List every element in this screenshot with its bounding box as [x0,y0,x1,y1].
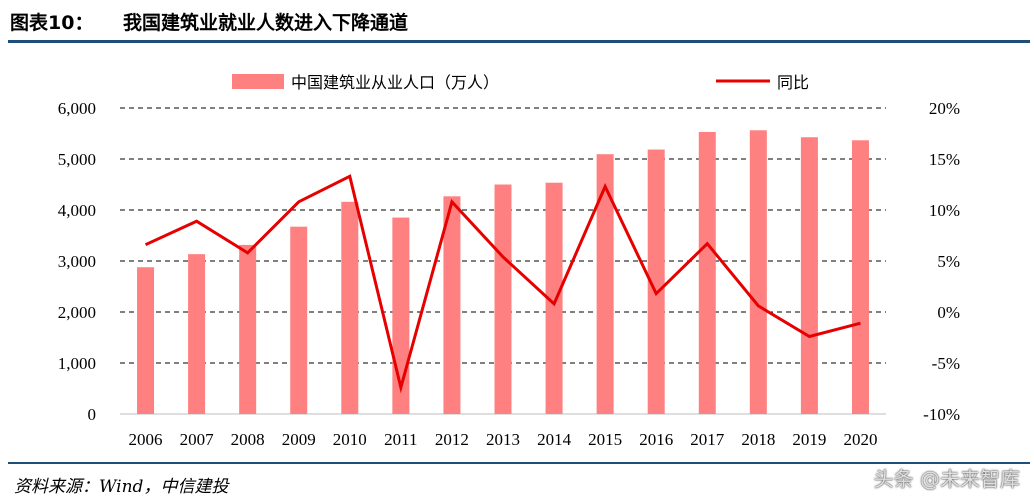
x-tick-label: 2012 [435,430,469,449]
y-left-tick-label: 2,000 [58,303,96,322]
x-tick-label: 2010 [333,430,367,449]
y-right-tick-label: -10% [923,405,960,424]
bar [188,254,206,414]
bar-series [137,130,869,415]
bar [749,130,767,415]
y-left-tick-label: 4,000 [58,201,96,220]
bar [698,131,716,414]
watermark: 头条 @未来智库 [873,467,1020,491]
x-tick-label: 2018 [741,430,775,449]
x-tick-label: 2009 [282,430,316,449]
x-tick-label: 2020 [843,430,877,449]
combo-chart: 0 1,000 2,000 3,000 4,000 5,000 6,000 -10% -5% 0… [58,73,960,449]
bar [545,182,563,414]
bar [596,154,614,414]
legend: 中国建筑业从业人口（万人） 同比 [232,73,809,92]
legend-label-line: 同比 [777,73,809,92]
bar [239,244,257,414]
y-right-tick-label: -5% [932,354,960,373]
bar [341,201,359,414]
bar [647,149,665,414]
bar [290,226,308,414]
bar [137,267,155,414]
x-tick-label: 2013 [486,430,520,449]
legend-swatch-bar [232,74,284,89]
header-rule [8,40,1030,43]
y-right-tick-label: 20% [929,99,960,118]
x-tick-label: 2011 [384,430,417,449]
x-tick-label: 2019 [792,430,826,449]
footer-rule [8,462,1030,464]
y-right-tick-label: 15% [929,150,960,169]
x-tick-label: 2007 [180,430,215,449]
x-tick-label: 2006 [129,430,163,449]
figure-label: 图表10： [10,12,94,34]
x-tick-label: 2017 [690,430,725,449]
y-left-tick-label: 5,000 [58,150,96,169]
y-left-tick-label: 3,000 [58,252,96,271]
bar [443,196,461,414]
y-right-tick-label: 0% [937,303,960,322]
source-note: 资料来源：Wind，中信建投 [14,477,229,497]
figure-title: 我国建筑业就业人数进入下降通道 [123,12,409,34]
y-right-tick-label: 10% [929,201,960,220]
y-axis-right: -10% -5% 0% 5% 10% 15% 20% [923,99,960,424]
x-tick-label: 2014 [537,430,572,449]
y-left-tick-label: 1,000 [58,354,96,373]
bar [851,140,869,414]
y-right-tick-label: 5% [937,252,960,271]
line-series [144,174,861,394]
bar [800,137,818,414]
x-axis: 2006 2007 2008 2009 2010 2011 2012 2013 2014 2015… [129,430,878,449]
y-left-tick-label: 0 [88,405,97,424]
legend-label-bar: 中国建筑业从业人口（万人） [291,73,499,92]
x-tick-label: 2015 [588,430,622,449]
y-axis-left: 0 1,000 2,000 3,000 4,000 5,000 6,000 [58,99,96,424]
y-left-tick-label: 6,000 [58,99,96,118]
x-tick-label: 2008 [231,430,265,449]
bar [494,184,512,414]
figure-header: 图表10： 我国建筑业就业人数进入下降通道 [0,0,1034,44]
x-tick-label: 2016 [639,430,673,449]
